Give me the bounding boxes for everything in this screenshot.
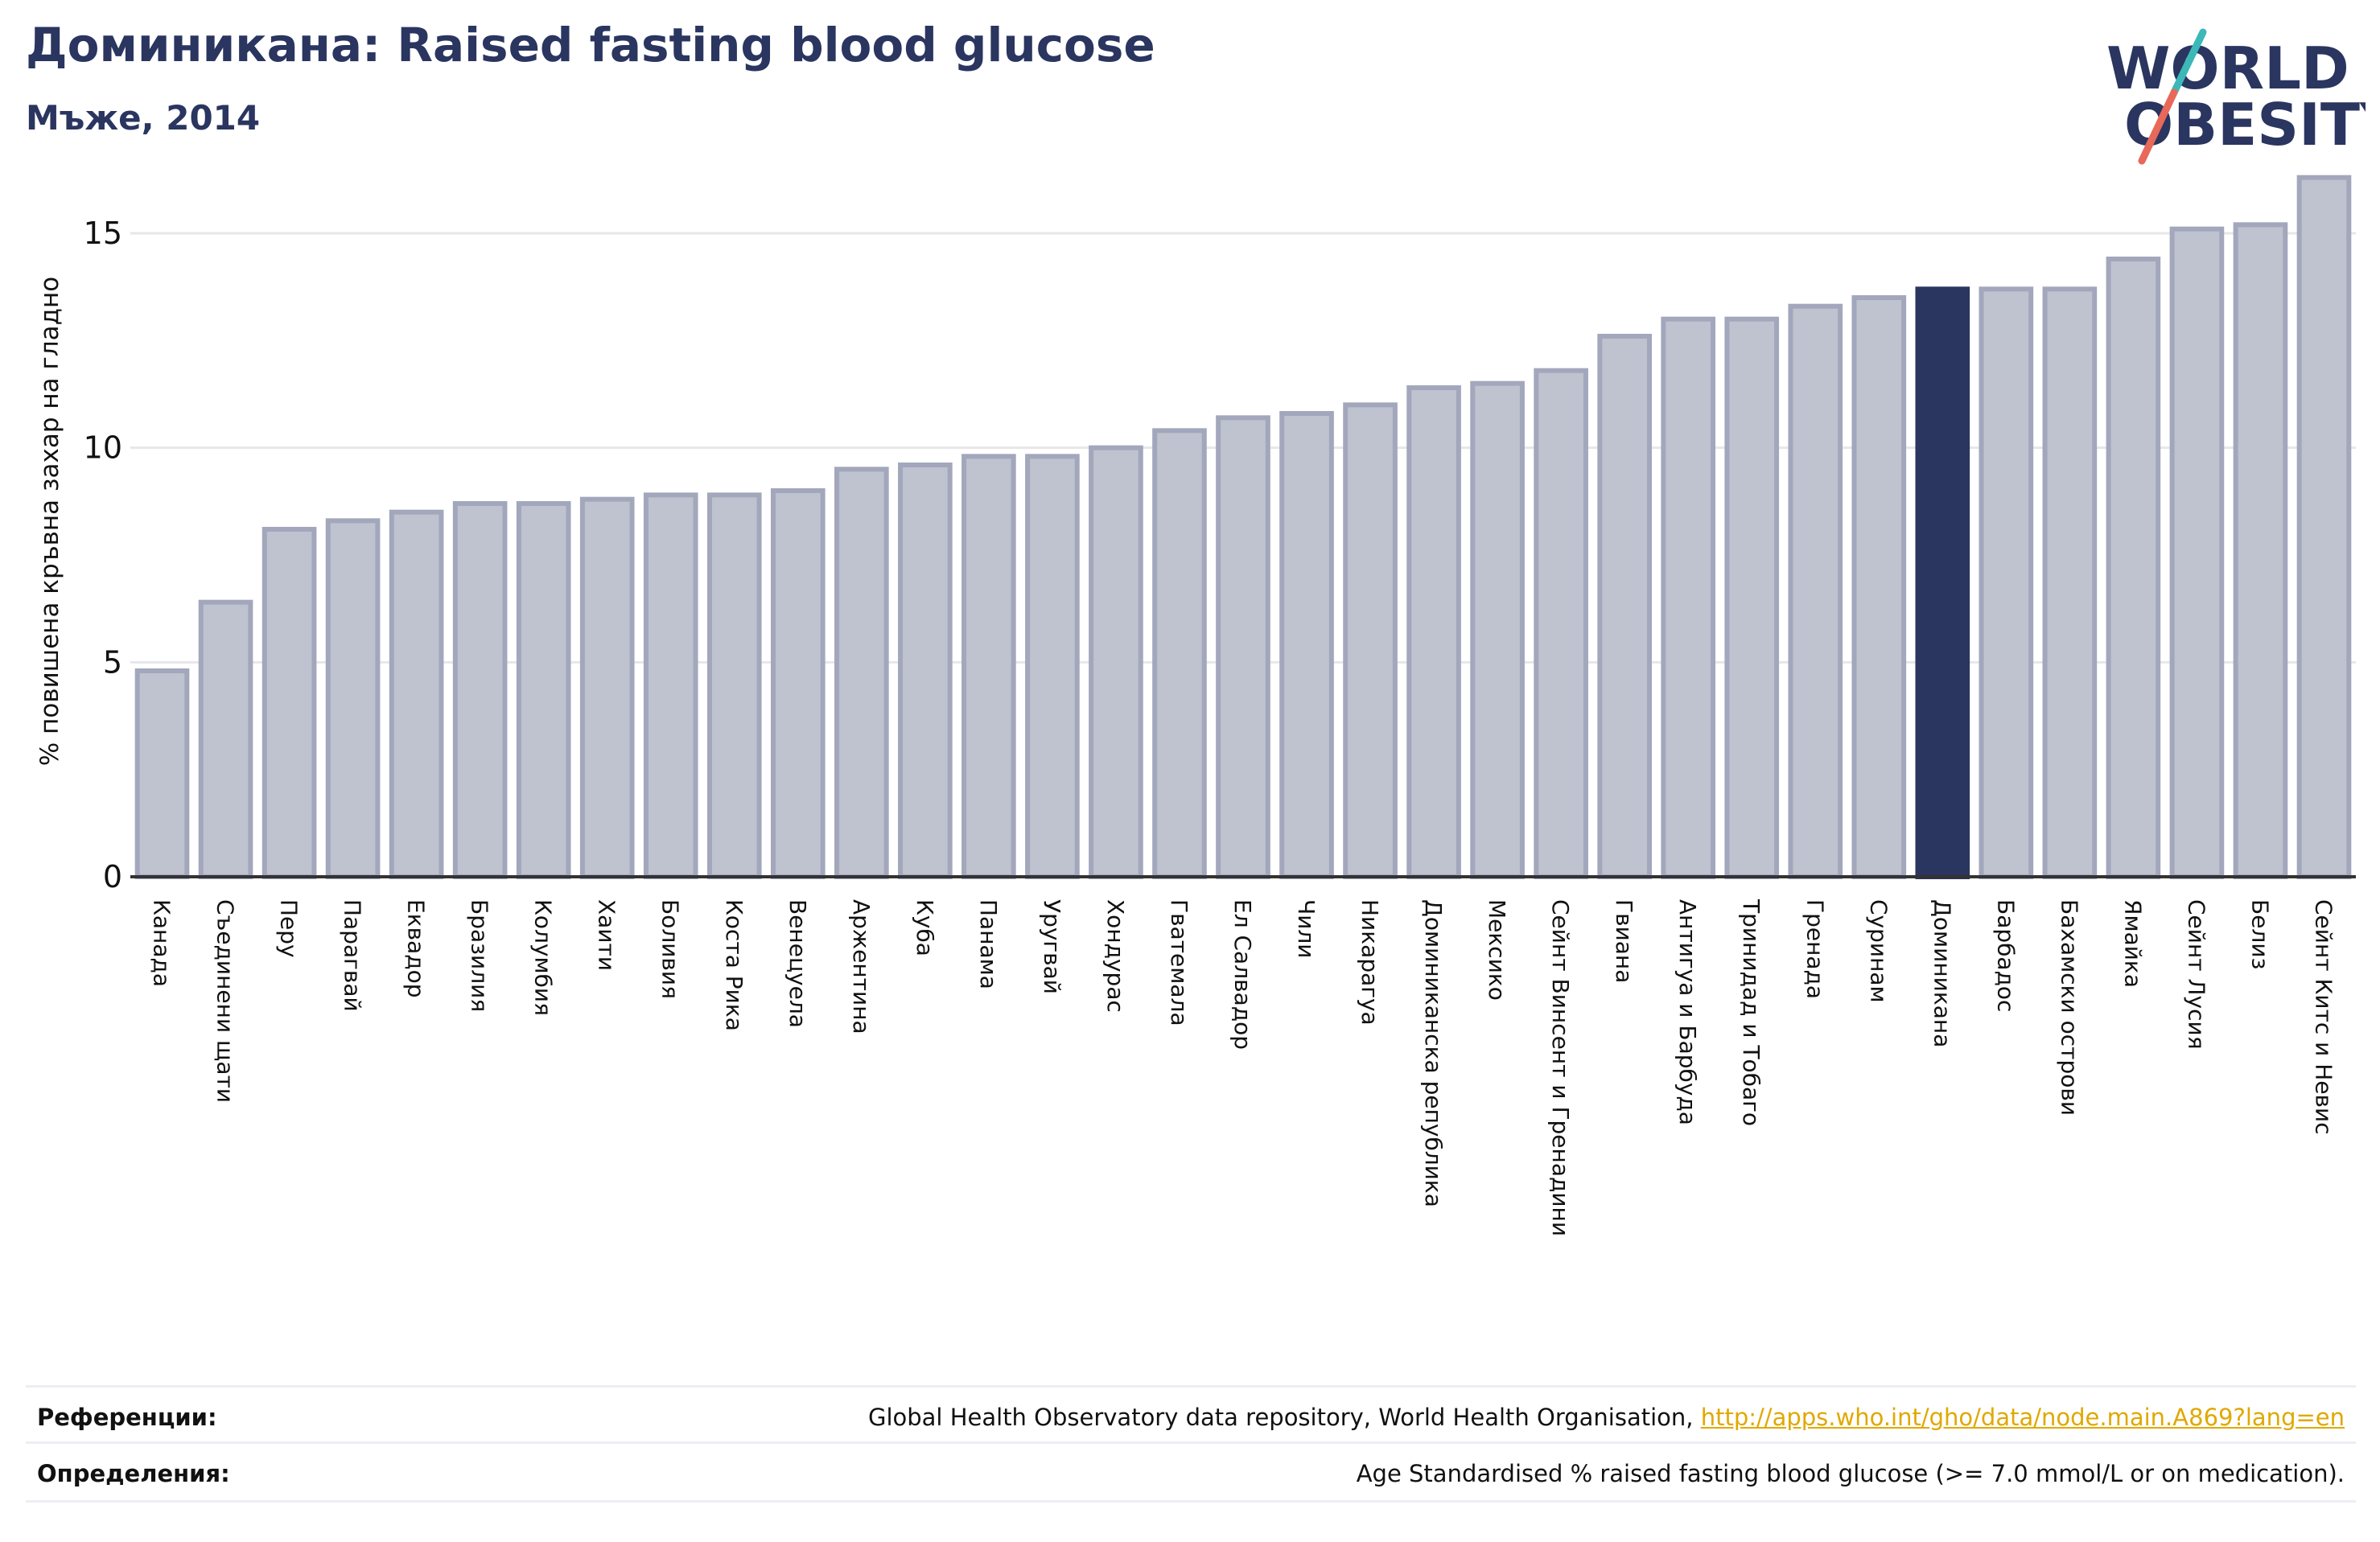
chart-title: Доминикана: Raised fasting blood glucose	[26, 18, 1155, 72]
category-label: Парагвай	[340, 899, 366, 1012]
world-obesity-logo: WORLD OBESITY	[2106, 28, 2366, 165]
category-label: Барбадос	[1992, 899, 2019, 1012]
category-label: Хондурас	[1102, 899, 1129, 1013]
category-label: Перу	[276, 899, 303, 958]
y-tick-label: 5	[103, 644, 122, 680]
category-label: Сейнт Китс и Невис	[2310, 899, 2337, 1135]
logo-line2: OBESITY	[2124, 91, 2366, 158]
category-label: Ямайка	[2119, 899, 2146, 988]
category-label: Ел Салвадор	[1229, 899, 1256, 1050]
bar	[1343, 402, 1398, 880]
category-label: Уругвай	[1039, 899, 1065, 994]
category-label: Доминиканска република	[1420, 899, 1447, 1207]
category-label: Еквадор	[403, 899, 430, 998]
category-label: Никарагуа	[1357, 899, 1383, 1026]
definitions-row: Определения: Age Standardised % raised f…	[26, 1441, 2356, 1503]
category-label: Коста Рика	[721, 899, 747, 1031]
bar	[1089, 445, 1143, 879]
references-text: Global Health Observatory data repositor…	[867, 1404, 1694, 1431]
category-label: Венецуела	[784, 899, 811, 1028]
bar	[1216, 415, 1270, 879]
y-tick-label: 0	[103, 859, 122, 894]
references-link[interactable]: http://apps.who.int/gho/data/node.main.A…	[1700, 1404, 2345, 1431]
logo-line1: WORLD	[2106, 35, 2349, 102]
bar	[643, 492, 698, 879]
bar	[2106, 257, 2161, 879]
category-label: Аржентина	[848, 899, 875, 1034]
category-label: Доминикана	[1929, 899, 1955, 1047]
bar	[1788, 303, 1843, 879]
logo-slash-coral	[2138, 88, 2178, 165]
bar	[2169, 226, 2225, 879]
references-row: Референции: Global Health Observatory da…	[26, 1385, 2356, 1444]
category-label: Боливия	[657, 899, 684, 999]
bar	[2233, 222, 2288, 880]
category-label: Панама	[975, 899, 1002, 989]
category-label: Съединени щати	[212, 899, 239, 1103]
category-label: Хаити	[594, 899, 620, 971]
category-label: Гвиана	[1611, 899, 1637, 983]
category-label: Сейнт Лусия	[2183, 899, 2209, 1050]
bar	[898, 463, 953, 879]
bar	[134, 668, 190, 879]
bar	[770, 488, 826, 879]
bars	[134, 175, 2352, 880]
bar	[1025, 454, 1080, 879]
category-label: Гватемала	[1166, 899, 1192, 1026]
category-label: Суринам	[1865, 899, 1892, 1003]
category-label: Бахамски острови	[2056, 899, 2082, 1116]
bar	[261, 527, 317, 879]
category-label: Гренада	[1801, 899, 1828, 999]
bar	[1406, 385, 1461, 879]
bar	[198, 599, 253, 880]
bar	[325, 518, 381, 879]
y-tick-label: 15	[84, 216, 122, 251]
category-labels: Канада Съединени щати Перу Парагвай Еквадор Б…	[149, 898, 2337, 1236]
category-label: Куба	[912, 899, 938, 956]
bar	[1534, 368, 1588, 879]
category-label: Тринидад и Тобаго	[1738, 898, 1764, 1126]
bar	[1152, 428, 1207, 879]
y-axis-label: % повишена кръвна захар на гладно	[35, 277, 64, 766]
bar	[516, 501, 571, 879]
bar	[1724, 316, 1780, 879]
bar-chart: 0 5 10 15 Канада Съединени щати Перу Парагвай Е…	[35, 175, 2356, 1236]
axes: 0 5 10 15	[84, 216, 2356, 894]
category-label: Сейнт Винсент и Гренадини	[1547, 899, 1574, 1236]
bar	[706, 492, 762, 879]
references-value: Global Health Observatory data repositor…	[868, 1404, 2345, 1431]
bar	[2296, 175, 2352, 879]
category-label: Чили	[1293, 899, 1320, 959]
references-label: Референции:	[37, 1404, 217, 1431]
category-label: Мексико	[1484, 899, 1510, 1001]
definitions-label: Определения:	[37, 1460, 230, 1487]
category-label: Колумбия	[530, 899, 557, 1016]
bar	[1851, 295, 1907, 879]
definitions-value: Age Standardised % raised fasting blood …	[1356, 1460, 2345, 1487]
category-label: Бразилия	[467, 899, 493, 1012]
bar	[389, 509, 444, 880]
y-tick-label: 10	[84, 430, 122, 466]
bar	[1279, 411, 1334, 879]
bar	[1470, 380, 1525, 879]
category-label: Канада	[149, 899, 175, 987]
category-label: Антигуа и Барбуда	[1674, 899, 1701, 1125]
bar-highlighted	[1915, 286, 1970, 880]
bar	[1661, 316, 1716, 879]
bar	[1979, 286, 2034, 880]
bar	[961, 454, 1016, 879]
bar	[579, 496, 635, 880]
bar	[2042, 286, 2098, 880]
category-label: Белиз	[2246, 899, 2273, 969]
logo-slash-teal	[2170, 28, 2207, 97]
bar	[834, 467, 889, 879]
bar	[452, 501, 508, 879]
bar	[1597, 334, 1652, 879]
chart-subtitle: Мъже, 2014	[26, 98, 261, 138]
